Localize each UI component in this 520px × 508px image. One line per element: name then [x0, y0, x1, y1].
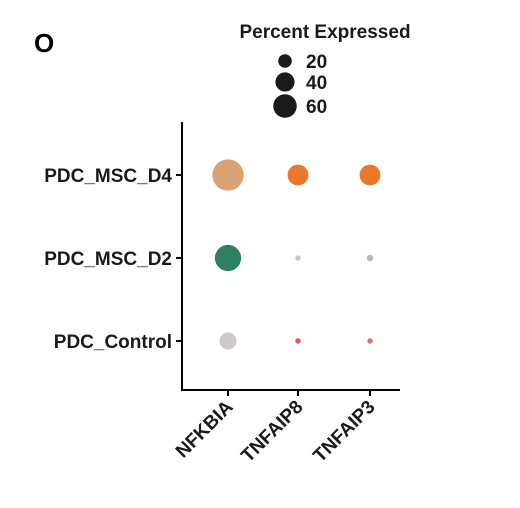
dot-marks: [212, 159, 381, 350]
size-legend-label: 40: [306, 73, 327, 94]
y-tick-label: PDC_MSC_D2: [44, 249, 172, 270]
size-legend-title: Percent Expressed: [239, 22, 410, 43]
dot-tnfaip8-pdc-control: [295, 338, 301, 344]
dot-tnfaip8-pdc-msc-d2: [295, 255, 301, 261]
size-legend-dot: [273, 94, 297, 118]
y-tick-label: PDC_Control: [54, 332, 172, 353]
x-tick-label: TNFAIP8: [237, 397, 307, 467]
size-legend-dot: [275, 72, 295, 92]
size-legend-label: 60: [306, 97, 327, 118]
y-tick-label: PDC_MSC_D4: [44, 166, 172, 187]
size-legend-dot: [278, 54, 292, 68]
panel-label: O: [34, 28, 55, 58]
dot-tnfaip8-pdc-msc-d4: [287, 164, 309, 186]
size-legend-label: 20: [306, 52, 327, 73]
dot-tnfaip3-pdc-control: [367, 338, 373, 344]
dot-tnfaip3-pdc-msc-d2: [366, 254, 374, 262]
dot-nfkbia-pdc-msc-d2: [214, 244, 242, 272]
x-tick-label: TNFAIP3: [309, 397, 379, 467]
x-tick-label: NFKBIA: [172, 396, 238, 462]
dot-nfkbia-pdc-msc-d4: [212, 159, 244, 191]
dot-nfkbia-pdc-control: [219, 332, 237, 350]
dot-tnfaip3-pdc-msc-d4: [359, 164, 381, 186]
